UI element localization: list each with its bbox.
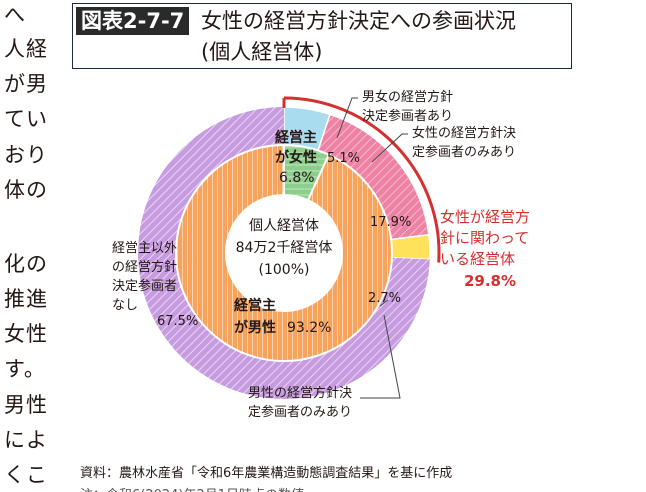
leader-line-male-only	[360, 314, 401, 399]
outer-value-female-only: 17.9%	[370, 215, 411, 230]
outer-value-no-other: 67.5%	[157, 314, 198, 329]
figure-title: 女性の経営方針決定への参画状況	[201, 9, 516, 33]
outer-label-no-other-line1: 経営主以外	[112, 241, 177, 256]
outer-slice-male-only	[380, 257, 430, 320]
outer-label-female-only-line2: 定参画者のみあり	[412, 144, 516, 160]
inner-label-male-head-line1: 経営主	[234, 297, 276, 314]
body-text-line: くこ	[4, 463, 48, 487]
center-label-line1: 個人経営体	[249, 218, 319, 234]
outer-label-male-only-line1: 男性の経営方針決	[248, 385, 352, 401]
inner-value-female-head: 6.8%	[279, 170, 315, 186]
body-text-line: てい	[4, 107, 48, 131]
outer-label-no-other-line2: の経営方針	[112, 259, 177, 275]
outer-label-both-line1: 男女の経営方針	[362, 89, 453, 105]
body-text-line: 人経	[4, 37, 48, 61]
body-text-line: おり、	[4, 143, 48, 167]
inner-slice-male-head	[175, 143, 393, 362]
figure-subtitle: (個人経営体)	[201, 40, 323, 64]
body-text-column: へ 人経 が男 てい おり、 体の 化の 推進 女性 す。 男性 によ くこ	[2, 0, 48, 492]
footnote-clipped: 注：令和6(2024)年2月1日時点の数値	[80, 484, 304, 492]
outer-label-no-other-line3: 決定参画者	[112, 278, 177, 294]
inner-label-male-head-line2: が男性	[234, 319, 276, 336]
outer-value-both: 5.1%	[327, 151, 360, 166]
body-text-line: す。	[4, 357, 46, 381]
inner-label-female-head-line2: が女性	[275, 149, 317, 166]
outer-label-both-line2: 決定参画者あり	[362, 108, 453, 124]
body-text-line: 体の	[4, 178, 48, 202]
figure-title-box: 図表2-7-7 女性の経営方針決定への参画状況 (個人経営体)	[72, 3, 572, 69]
figure-label: 図表2-7-7	[76, 7, 190, 35]
outer-label-female-only-line1: 女性の経営方針決	[412, 125, 516, 141]
leader-line-female-only	[371, 133, 408, 163]
center-label-line2: 84万2千経営体	[236, 240, 333, 256]
inner-value-male-head: 93.2%	[287, 320, 331, 336]
body-text-line: 推進	[4, 287, 48, 311]
callout-bracket-arc	[283, 96, 441, 263]
callout-value: 29.8%	[464, 272, 516, 290]
callout-line1: 女性が経営方	[440, 208, 530, 226]
leader-line-yellow	[379, 299, 389, 307]
body-text-line: によ	[4, 428, 48, 452]
inner-label-female-head-line1: 経営主	[275, 129, 317, 146]
outer-value-yellow: 2.7%	[368, 291, 401, 306]
body-text-line: が男	[4, 72, 48, 96]
outer-slice-yellow	[390, 233, 431, 261]
callout-line3: いる経営体	[440, 250, 515, 268]
source-note: 資料：農林水産省「令和6年農業構造動態調査結果」を基に作成	[80, 466, 453, 481]
body-text-line: へ	[4, 3, 26, 27]
leader-line-both	[336, 97, 358, 139]
body-text-line: 女性	[4, 322, 48, 346]
outer-label-no-other-line4: なし	[112, 298, 138, 313]
body-text-line: 男性	[4, 393, 48, 417]
body-text-line: 化の	[4, 252, 48, 276]
callout-line2: 針に関わって	[440, 229, 529, 247]
center-label-line3: (100%)	[259, 262, 310, 278]
outer-label-male-only-line2: 定参画者のみあり	[248, 404, 352, 420]
